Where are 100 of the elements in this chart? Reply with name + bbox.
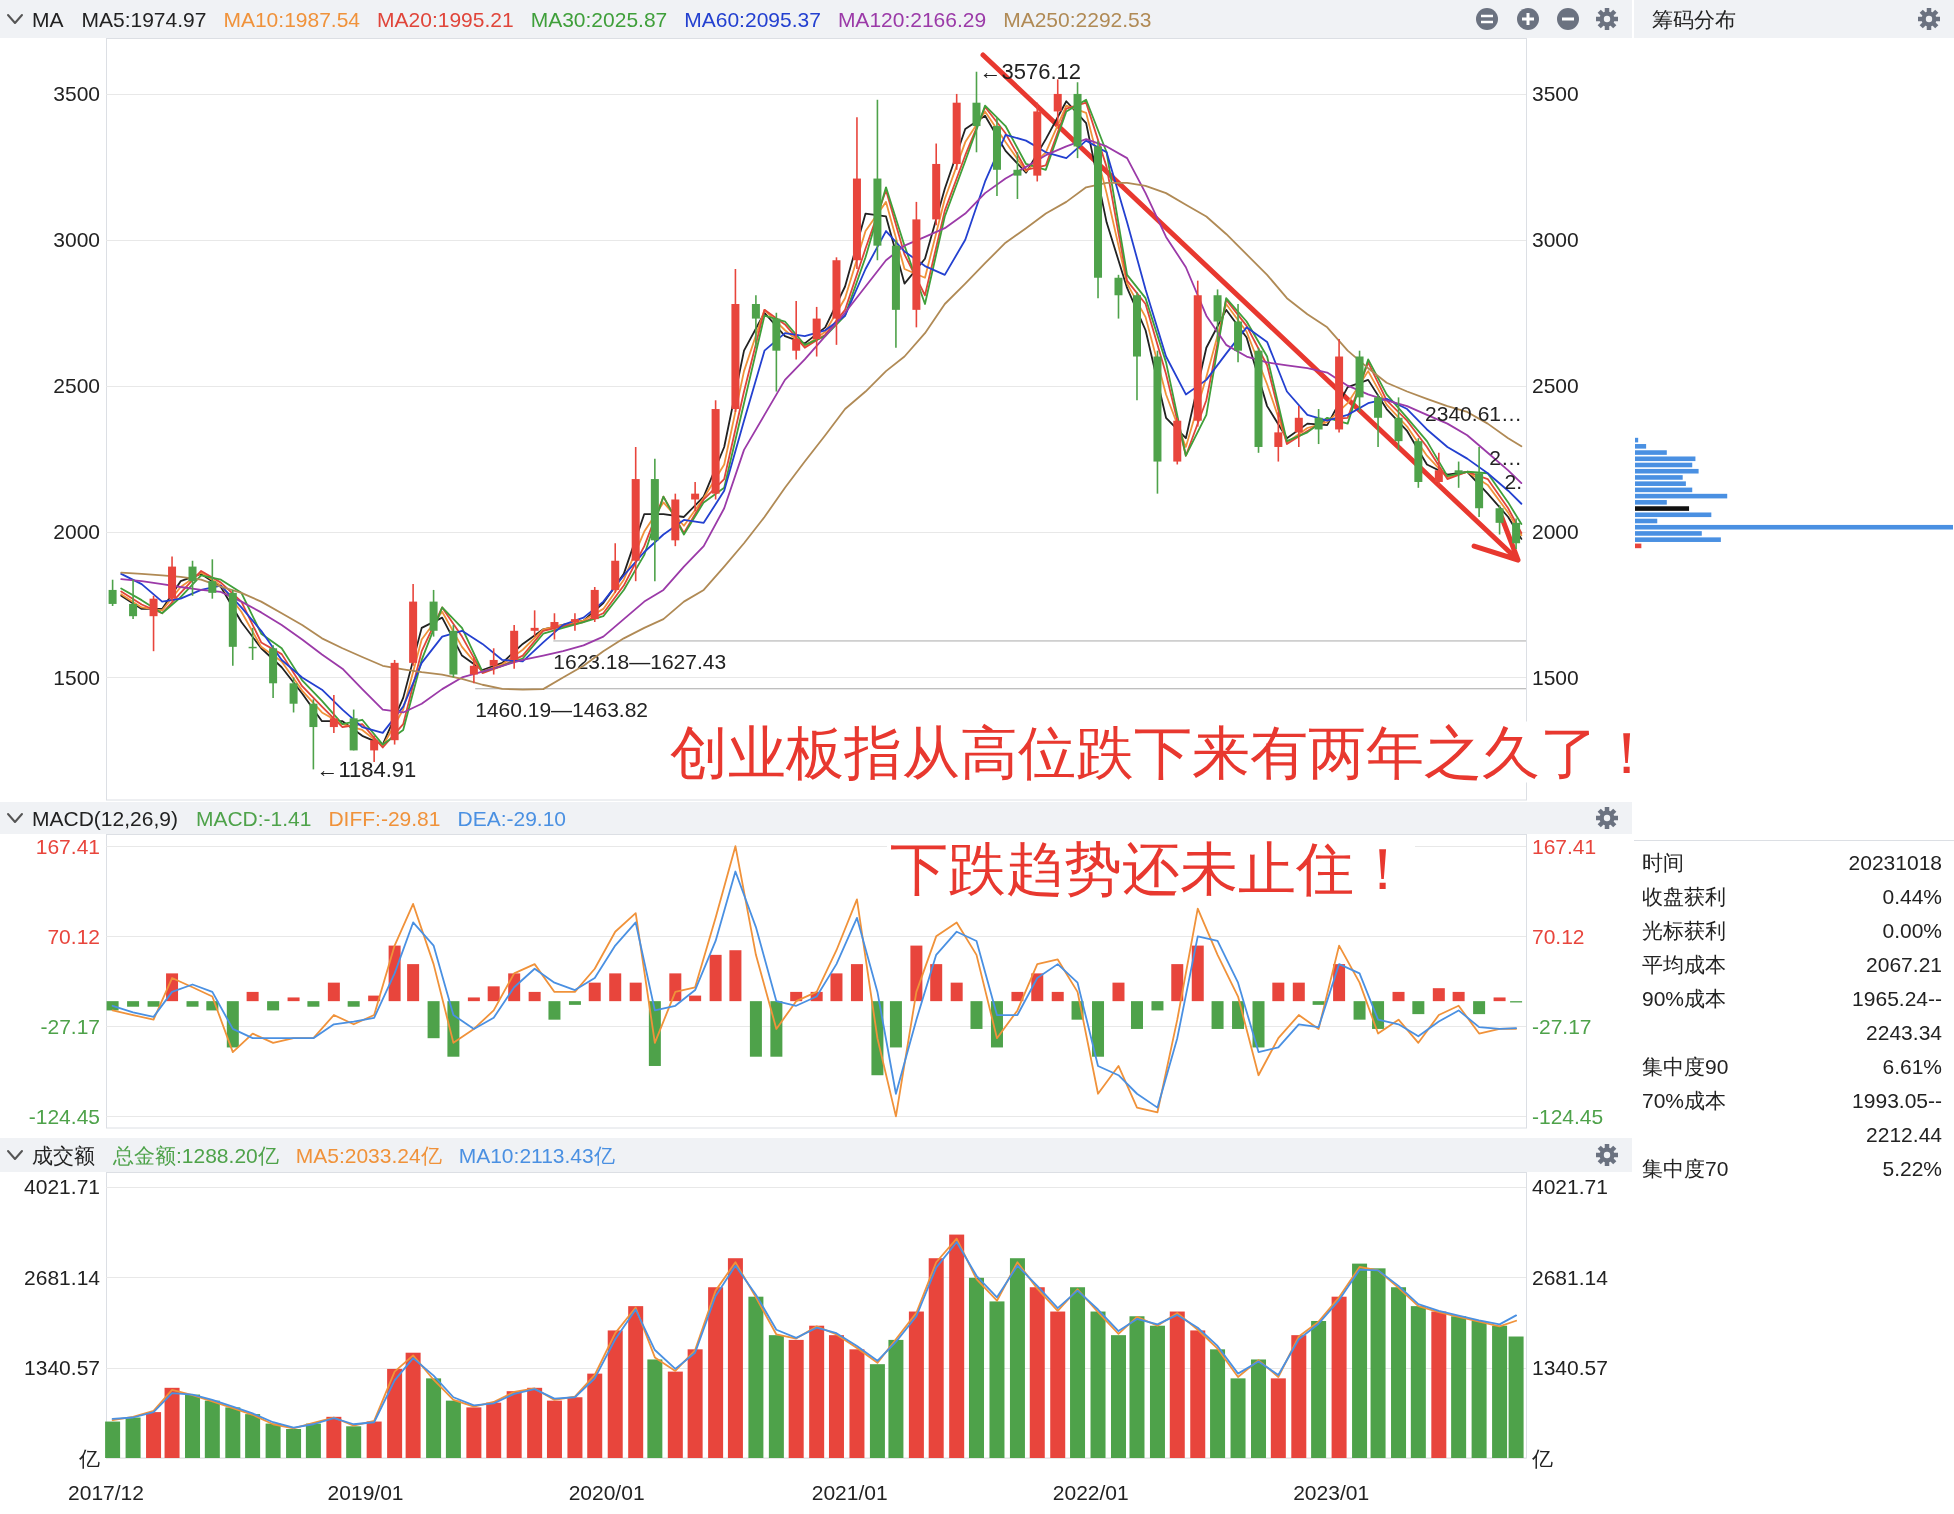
y-tick-label: 3000 (53, 228, 100, 252)
bar (146, 1412, 162, 1458)
bar (1635, 500, 1667, 505)
text: MA10:1987.54 (223, 7, 361, 31)
bar (687, 1349, 703, 1458)
candlestick (309, 698, 318, 771)
candlestick (1314, 408, 1323, 445)
y-tick-label: 4021.71 (24, 1175, 100, 1199)
bar (628, 1306, 644, 1458)
bar (1471, 1320, 1487, 1458)
y-tick-label: 2500 (53, 374, 100, 398)
bar (185, 1394, 201, 1458)
chart-title: 筹码分布 (1652, 7, 1736, 31)
bar (366, 1421, 382, 1458)
bar (487, 986, 500, 1002)
text: MA60:2095.37 (684, 7, 821, 31)
bar (667, 1371, 683, 1458)
bar (1252, 1001, 1265, 1048)
text: 0.44% (1882, 885, 1942, 909)
bar (1210, 1349, 1226, 1458)
text: 5.22% (1882, 1156, 1942, 1180)
y-tick-label: -124.45 (28, 1104, 100, 1128)
bar (548, 1001, 561, 1020)
candlestick (1512, 517, 1521, 550)
text: 2067.21 (1866, 953, 1942, 977)
bar (186, 1001, 199, 1007)
bar (567, 1397, 583, 1458)
bar (1392, 991, 1405, 1002)
bar (486, 1402, 502, 1458)
bar (609, 973, 622, 1002)
candlestick (1495, 504, 1504, 536)
y2-tick-label: 1500 (1532, 665, 1579, 689)
candlestick (751, 294, 760, 349)
bar (506, 1391, 522, 1458)
y2-tick-label: -124.45 (1532, 1104, 1604, 1128)
bar (1410, 1306, 1426, 1458)
category-label: 收盘获利 (1642, 885, 1726, 909)
bar (1171, 964, 1184, 1002)
candlestick (1274, 411, 1283, 463)
bar (970, 1001, 983, 1029)
bar (968, 1277, 984, 1458)
text: 2243.34 (1866, 1020, 1942, 1044)
y-tick-label: 70.12 (47, 924, 100, 948)
bar (1635, 512, 1712, 518)
bar (1370, 1268, 1386, 1458)
y2-tick-label: 2681.14 (1532, 1265, 1609, 1289)
candlestick (570, 612, 579, 632)
x-tick-label: 2022/01 (1052, 1480, 1129, 1504)
bar (267, 1001, 280, 1011)
legend-title: MACD(12,26,9) (32, 806, 178, 830)
bar (669, 973, 682, 1002)
bar (287, 997, 300, 1002)
candlestick (550, 612, 559, 641)
x-tick-label: 2023/01 (1293, 1480, 1370, 1504)
y-tick-label: 1340.57 (24, 1356, 100, 1380)
bar (347, 1001, 360, 1007)
candlestick (108, 578, 117, 607)
x-tick-label: 2021/01 (811, 1480, 888, 1504)
bar (407, 964, 420, 1002)
bar (387, 1368, 403, 1458)
candlestick (1294, 405, 1303, 448)
bar (1312, 1001, 1325, 1005)
bar (748, 1296, 764, 1458)
candlestick (1013, 151, 1022, 200)
text: MA5:2033.24亿 (295, 1143, 442, 1167)
bar (1149, 1325, 1165, 1458)
bar (1011, 991, 1024, 1002)
category-label: 90%成本 (1642, 987, 1727, 1011)
bar (1090, 1311, 1106, 1458)
bar (1452, 991, 1465, 1002)
bar (1473, 1001, 1486, 1015)
bar (1029, 1287, 1045, 1458)
text: DEA:-29.10 (457, 806, 567, 830)
bar (307, 1001, 320, 1007)
bar (849, 1349, 865, 1458)
bar (709, 954, 722, 1002)
y-tick-label: 1500 (53, 665, 100, 689)
bar (147, 1001, 160, 1007)
text: MA5:1974.97 (81, 7, 207, 31)
bar (204, 1400, 220, 1458)
bar (1292, 982, 1305, 1002)
y2-tick-label: 4021.71 (1532, 1175, 1608, 1199)
y-tick-label: 3500 (53, 82, 100, 106)
bar (788, 1339, 804, 1458)
bar (1051, 991, 1064, 1002)
candlestick (149, 594, 158, 652)
bar (1270, 1378, 1286, 1458)
bar (568, 1001, 581, 1005)
bar (127, 1001, 140, 1007)
y2-tick-label: 3000 (1532, 228, 1579, 252)
bar (427, 1001, 440, 1039)
bar (1291, 1335, 1307, 1458)
bar (587, 1373, 603, 1458)
bar (930, 964, 943, 1002)
candlestick (208, 558, 217, 600)
text: 0.00% (1882, 919, 1942, 943)
bar (869, 1364, 885, 1458)
y2-tick-label: 167.41 (1532, 834, 1597, 858)
bar (466, 1407, 482, 1458)
bar (246, 991, 259, 1002)
